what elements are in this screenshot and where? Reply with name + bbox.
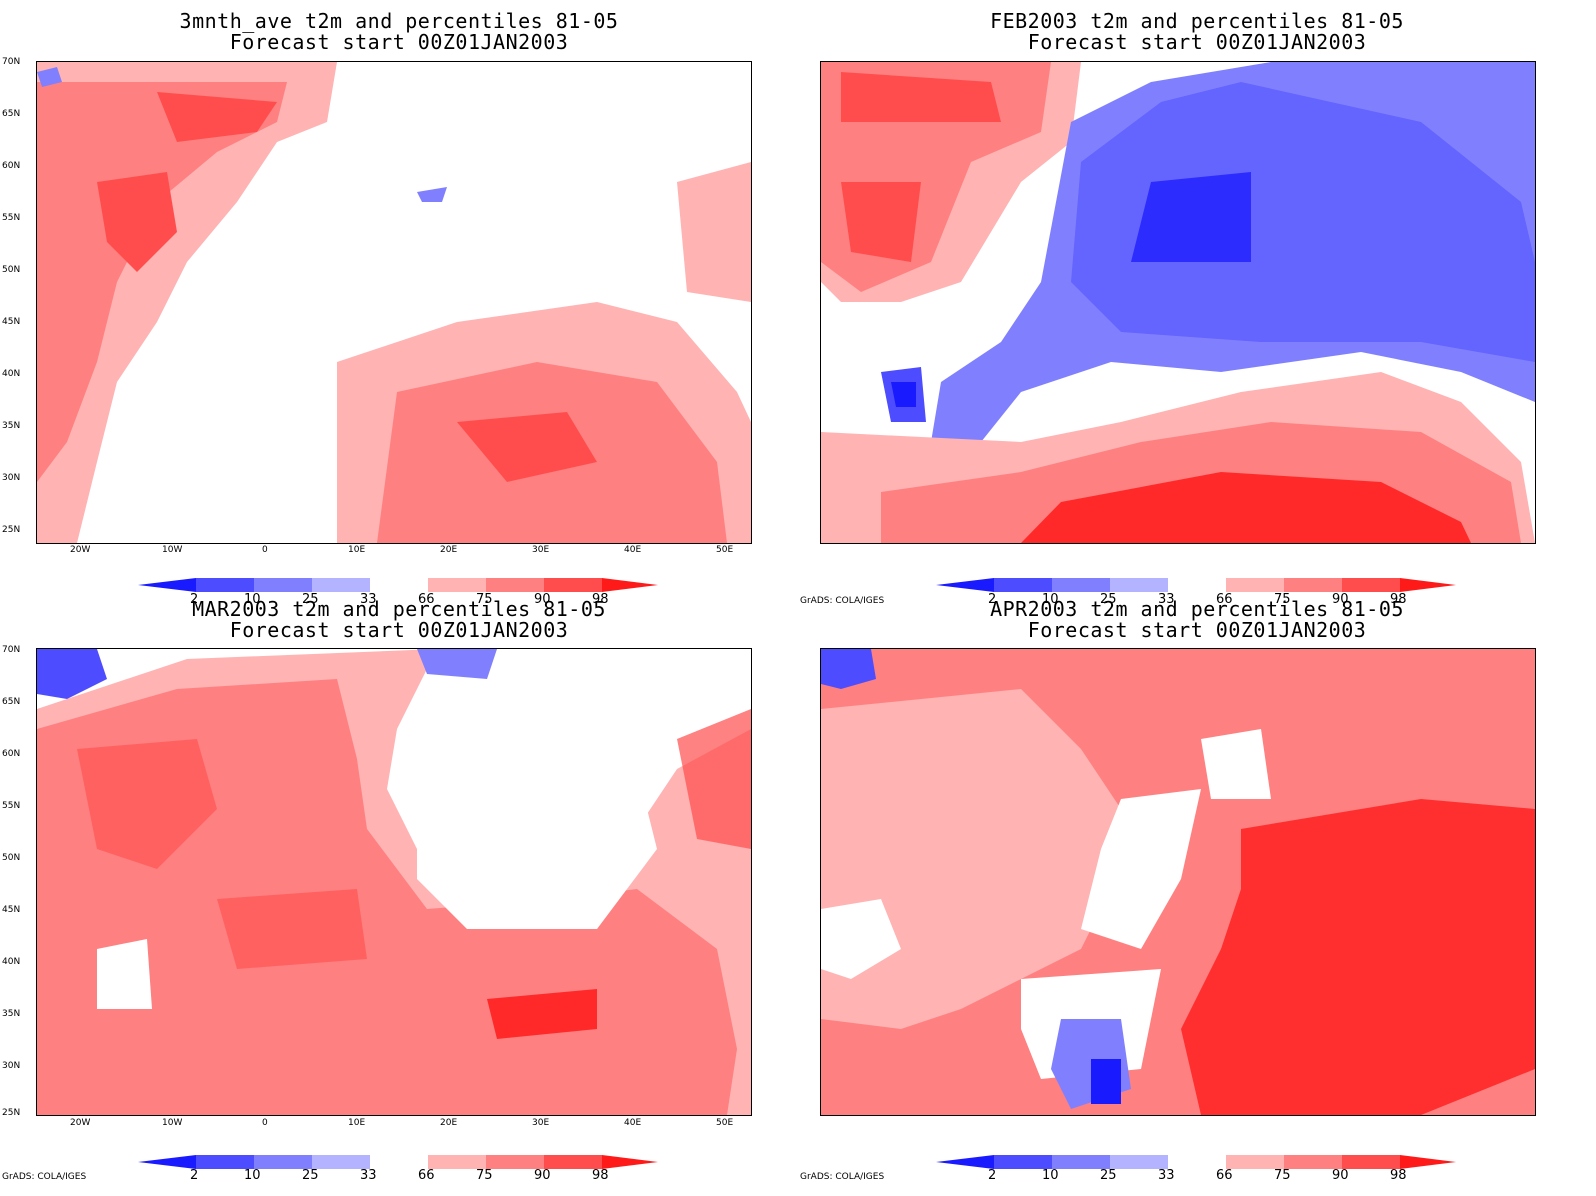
lat-label: 25N — [2, 1108, 21, 1118]
map-area — [820, 648, 1536, 1116]
lon-label: 20W — [70, 545, 91, 555]
colorbar-label: 98 — [1390, 1168, 1407, 1183]
lon-label: 0 — [262, 1118, 268, 1128]
lat-label: 65N — [2, 109, 21, 119]
panel-title: 3mnth_ave t2m and percentiles 81-05 — [179, 9, 619, 33]
colorbar-label: 66 — [418, 592, 435, 607]
percentile-map — [37, 62, 751, 543]
colorbar-label: 2 — [988, 592, 997, 607]
panel-subtitle: Forecast start 00Z01JAN2003 — [229, 30, 569, 54]
colorbar-label: 98 — [592, 1168, 609, 1183]
lat-label: 50N — [2, 265, 21, 275]
lat-label: 40N — [2, 957, 21, 967]
colorbar-label: 25 — [1100, 592, 1117, 607]
lat-label: 50N — [2, 853, 21, 863]
colorbar-swatches — [138, 1155, 658, 1169]
panel-mar2003: MAR2003 t2m and percentiles 81-05 Foreca… — [0, 588, 798, 1186]
colorbar-swatches — [936, 1155, 1456, 1169]
lon-label: 50E — [716, 1118, 734, 1128]
lon-label: 50E — [716, 545, 734, 555]
colorbar — [936, 577, 1456, 596]
panel-subtitle: Forecast start 00Z01JAN2003 — [1027, 30, 1367, 54]
colorbar-label: 90 — [1332, 592, 1349, 607]
lon-label: 40E — [624, 545, 642, 555]
lat-label: 35N — [2, 1009, 21, 1019]
percentile-map — [821, 649, 1535, 1115]
colorbar — [936, 1154, 1456, 1173]
colorbar-swatches — [138, 578, 658, 592]
colorbar-label: 90 — [534, 1168, 551, 1183]
lat-label: 25N — [2, 525, 21, 535]
lon-label: 10W — [162, 1118, 183, 1128]
colorbar-label: 75 — [476, 1168, 493, 1183]
colorbar-label: 98 — [1390, 592, 1407, 607]
colorbar-label: 2 — [988, 1168, 997, 1183]
colorbar-label: 33 — [360, 1168, 377, 1183]
lat-label: 30N — [2, 473, 21, 483]
panel-subtitle: Forecast start 00Z01JAN2003 — [229, 618, 569, 642]
lat-label: 55N — [2, 213, 21, 223]
colorbar-label: 33 — [360, 592, 377, 607]
lon-label: 30E — [532, 545, 550, 555]
lat-label: 45N — [2, 317, 21, 327]
colorbar — [138, 577, 658, 596]
lon-label: 40E — [624, 1118, 642, 1128]
lat-label: 70N — [2, 57, 21, 67]
colorbar-label: 66 — [1216, 592, 1233, 607]
colorbar-label: 66 — [1216, 1168, 1233, 1183]
colorbar-label: 10 — [1042, 592, 1059, 607]
colorbar-label: 75 — [1274, 1168, 1291, 1183]
colorbar-label: 2 — [190, 592, 199, 607]
colorbar-label: 33 — [1158, 1168, 1175, 1183]
percentile-map — [37, 649, 751, 1115]
lon-label: 10W — [162, 545, 183, 555]
panel-title: FEB2003 t2m and percentiles 81-05 — [990, 9, 1404, 33]
map-area — [820, 61, 1536, 544]
map-area — [36, 61, 752, 544]
panel-feb2003: FEB2003 t2m and percentiles 81-05 Foreca… — [798, 0, 1596, 607]
credit-text: GrADS: COLA/IGES — [800, 1172, 885, 1182]
credit-text: GrADS: COLA/IGES — [2, 1172, 87, 1182]
panel-3mnth-ave: 3mnth_ave t2m and percentiles 81-05 Fore… — [0, 0, 798, 607]
percentile-map — [821, 62, 1535, 543]
lat-label: 65N — [2, 697, 21, 707]
colorbar-label: 90 — [1332, 1168, 1349, 1183]
colorbar-label: 2 — [190, 1168, 199, 1183]
map-area — [36, 648, 752, 1116]
panel-subtitle: Forecast start 00Z01JAN2003 — [1027, 618, 1367, 642]
colorbar-label: 25 — [302, 1168, 319, 1183]
lon-label: 20W — [70, 1118, 91, 1128]
lon-label: 10E — [348, 1118, 366, 1128]
lat-label: 60N — [2, 161, 21, 171]
colorbar-label: 25 — [1100, 1168, 1117, 1183]
lon-label: 20E — [440, 545, 458, 555]
panel-apr2003: APR2003 t2m and percentiles 81-05 Foreca… — [798, 588, 1596, 1186]
colorbar-label: 25 — [302, 592, 319, 607]
panel-title: APR2003 t2m and percentiles 81-05 — [990, 597, 1404, 621]
panel-title: MAR2003 t2m and percentiles 81-05 — [192, 597, 606, 621]
lat-label: 45N — [2, 905, 21, 915]
lat-label: 60N — [2, 749, 21, 759]
colorbar-label: 10 — [244, 592, 261, 607]
lat-label: 70N — [2, 645, 21, 655]
lat-label: 40N — [2, 369, 21, 379]
lon-label: 30E — [532, 1118, 550, 1128]
lat-label: 30N — [2, 1061, 21, 1071]
colorbar-label: 33 — [1158, 592, 1175, 607]
lat-label: 35N — [2, 421, 21, 431]
lat-label: 55N — [2, 801, 21, 811]
colorbar — [138, 1154, 658, 1173]
colorbar-label: 75 — [476, 592, 493, 607]
lon-label: 20E — [440, 1118, 458, 1128]
colorbar-label: 10 — [244, 1168, 261, 1183]
colorbar-label: 90 — [534, 592, 551, 607]
credit-text: GrADS: COLA/IGES — [800, 596, 885, 606]
colorbar-label: 75 — [1274, 592, 1291, 607]
lon-label: 10E — [348, 545, 366, 555]
colorbar-label: 98 — [592, 592, 609, 607]
colorbar-swatches — [936, 578, 1456, 592]
colorbar-label: 66 — [418, 1168, 435, 1183]
lon-label: 0 — [262, 545, 268, 555]
colorbar-label: 10 — [1042, 1168, 1059, 1183]
